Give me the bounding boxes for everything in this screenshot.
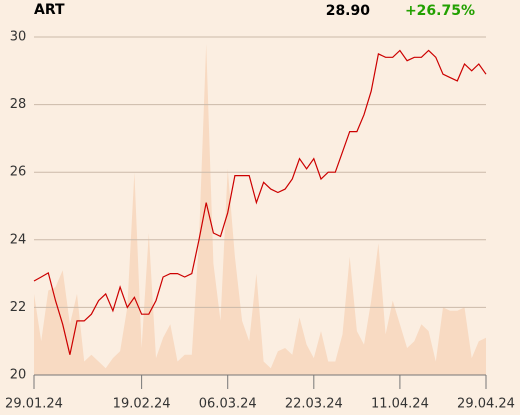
last-price: 28.90 xyxy=(326,3,371,19)
y-tick-label: 28 xyxy=(10,97,27,112)
change: +26.75% xyxy=(405,3,475,19)
x-tick-label: 19.02.24 xyxy=(113,397,171,412)
price-line xyxy=(33,49,487,355)
y-tick-label: 20 xyxy=(10,368,27,383)
chart-title: ART xyxy=(34,2,65,18)
x-tick-label: 29.01.24 xyxy=(5,397,63,412)
y-tick-label: 22 xyxy=(10,300,27,315)
x-tick-label: 22.03.24 xyxy=(285,397,343,412)
x-tick-label: 06.03.24 xyxy=(199,397,257,412)
x-tick-label: 11.04.24 xyxy=(371,397,429,412)
x-tick-label: 29.04.24 xyxy=(457,397,515,412)
y-tick-label: 30 xyxy=(10,30,27,45)
volume-area xyxy=(34,43,486,376)
y-tick-label: 24 xyxy=(10,232,27,247)
y-tick-label: 26 xyxy=(10,165,27,180)
